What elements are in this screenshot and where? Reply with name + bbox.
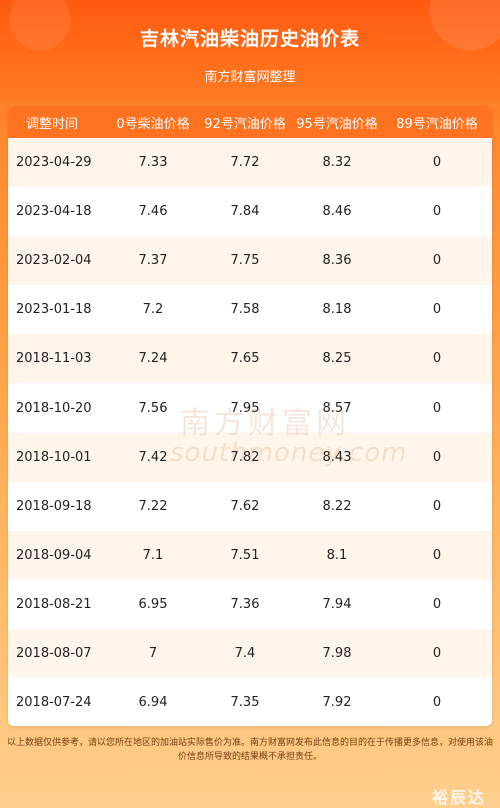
cell-gasoline-92: 7.65 [230,351,260,367]
table-body: 2023-04-29 7.33 7.72 8.32 0 2023-04-18 7.46 7.8… [8,138,492,726]
cell-date: 2018-11-03 [16,351,92,367]
cell-date: 2018-08-21 [16,596,92,612]
cell-date: 2023-01-18 [16,302,92,318]
cell-gasoline-95: 7.92 [322,695,352,711]
page-title: 吉林汽油柴油历史油价表 [139,28,360,50]
cell-date: 2023-04-29 [16,155,92,171]
table-row: 2023-01-18 7.2 7.58 8.18 0 [8,285,492,335]
cell-gasoline-89: 0 [432,645,442,661]
page-subtitle: 南方财富网整理 [204,70,296,85]
cell-gasoline-92: 7.72 [230,155,260,171]
cell-gasoline-95: 8.57 [322,400,352,416]
table-header: 调整时间 0号柴油价格 92号汽油价格 95号汽油价格 89号汽油价格 [8,106,492,138]
table-row: 2018-08-21 6.95 7.36 7.94 0 [8,579,492,629]
cell-gasoline-89: 0 [432,596,442,612]
cell-gasoline-95: 8.46 [322,204,352,220]
cell-gasoline-89: 0 [432,695,442,711]
cell-date: 2023-02-04 [16,253,92,269]
cell-gasoline-92: 7.36 [230,596,260,612]
table-row: 2018-10-01 7.42 7.82 8.43 0 [8,432,492,482]
cell-gasoline-92: 7.62 [230,498,260,514]
table-row: 2018-11-03 7.24 7.65 8.25 0 [8,334,492,384]
cell-gasoline-92: 7.95 [230,400,260,416]
cell-gasoline-95: 8.22 [322,498,352,514]
column-header-gasoline-92: 92号汽油价格 [204,116,286,132]
column-header-diesel-0: 0号柴油价格 [116,116,190,132]
column-header-gasoline-89: 89号汽油价格 [396,116,478,132]
cell-diesel-0: 7.2 [142,302,164,318]
cell-date: 2018-09-18 [16,498,92,514]
cell-date: 2018-09-04 [16,547,92,563]
price-table: 调整时间 0号柴油价格 92号汽油价格 95号汽油价格 89号汽油价格 2023… [8,106,492,726]
cell-diesel-0: 7.42 [138,449,168,465]
cell-gasoline-92: 7.35 [230,695,260,711]
table-row: 2018-10-20 7.56 7.95 8.57 0 [8,383,492,433]
cell-diesel-0: 6.94 [138,695,168,711]
cell-gasoline-92: 7.82 [230,449,260,465]
cell-gasoline-89: 0 [432,400,442,416]
cell-diesel-0: 7.22 [138,498,168,514]
table-row: 2023-02-04 7.37 7.75 8.36 0 [8,236,492,286]
cell-date: 2018-08-07 [16,645,92,661]
cell-gasoline-89: 0 [432,498,442,514]
cell-diesel-0: 7.37 [138,253,168,269]
cell-diesel-0: 7.33 [138,155,168,171]
cell-gasoline-92: 7.84 [230,204,260,220]
cell-date: 2018-10-01 [16,449,92,465]
cell-diesel-0: 7.1 [142,547,164,563]
cell-gasoline-89: 0 [432,204,442,220]
cell-gasoline-95: 8.32 [322,155,352,171]
cell-gasoline-92: 7.4 [234,645,256,661]
cell-gasoline-95: 8.1 [326,547,348,563]
table-row: 2023-04-18 7.46 7.84 8.46 0 [8,187,492,237]
page-header: 吉林汽油柴油历史油价表 南方财富网整理 [0,0,500,100]
cell-gasoline-89: 0 [432,253,442,269]
cell-date: 2023-04-18 [16,204,92,220]
cell-diesel-0: 7 [148,645,158,661]
cell-gasoline-95: 8.36 [322,253,352,269]
cell-gasoline-92: 7.75 [230,253,260,269]
cell-gasoline-95: 7.94 [322,596,352,612]
cell-diesel-0: 7.56 [138,400,168,416]
table-row: 2018-09-04 7.1 7.51 8.1 0 [8,530,492,580]
cell-diesel-0: 7.24 [138,351,168,367]
cell-diesel-0: 7.46 [138,204,168,220]
cell-diesel-0: 6.95 [138,596,168,612]
cell-date: 2018-10-20 [16,400,92,416]
cell-gasoline-95: 8.43 [322,449,352,465]
cell-gasoline-95: 8.18 [322,302,352,318]
column-header-date: 调整时间 [26,116,79,132]
cell-gasoline-89: 0 [432,351,442,367]
cell-gasoline-89: 0 [432,155,442,171]
disclaimer: 以上数据仅供参考，请以您所在地区的加油站实际售价为准。南方财富网发布此信息的目的… [6,738,493,762]
cell-gasoline-89: 0 [432,449,442,465]
cell-gasoline-95: 7.98 [322,645,352,661]
cell-gasoline-89: 0 [432,302,442,318]
corner-watermark: 裕辰达 [431,788,486,807]
table-row: 2018-08-07 7 7.4 7.98 0 [8,628,492,679]
column-header-gasoline-95: 95号汽油价格 [296,116,378,132]
cell-gasoline-92: 7.58 [230,302,260,318]
cell-gasoline-95: 8.25 [322,351,352,367]
table-row: 2023-04-29 7.33 7.72 8.32 0 [8,138,492,188]
cell-date: 2018-07-24 [16,695,92,711]
table-row: 2018-09-18 7.22 7.62 8.22 0 [8,481,492,531]
table-row: 2018-07-24 6.94 7.35 7.92 0 [8,678,492,726]
cell-gasoline-89: 0 [432,547,442,563]
cell-gasoline-92: 7.51 [230,547,260,563]
